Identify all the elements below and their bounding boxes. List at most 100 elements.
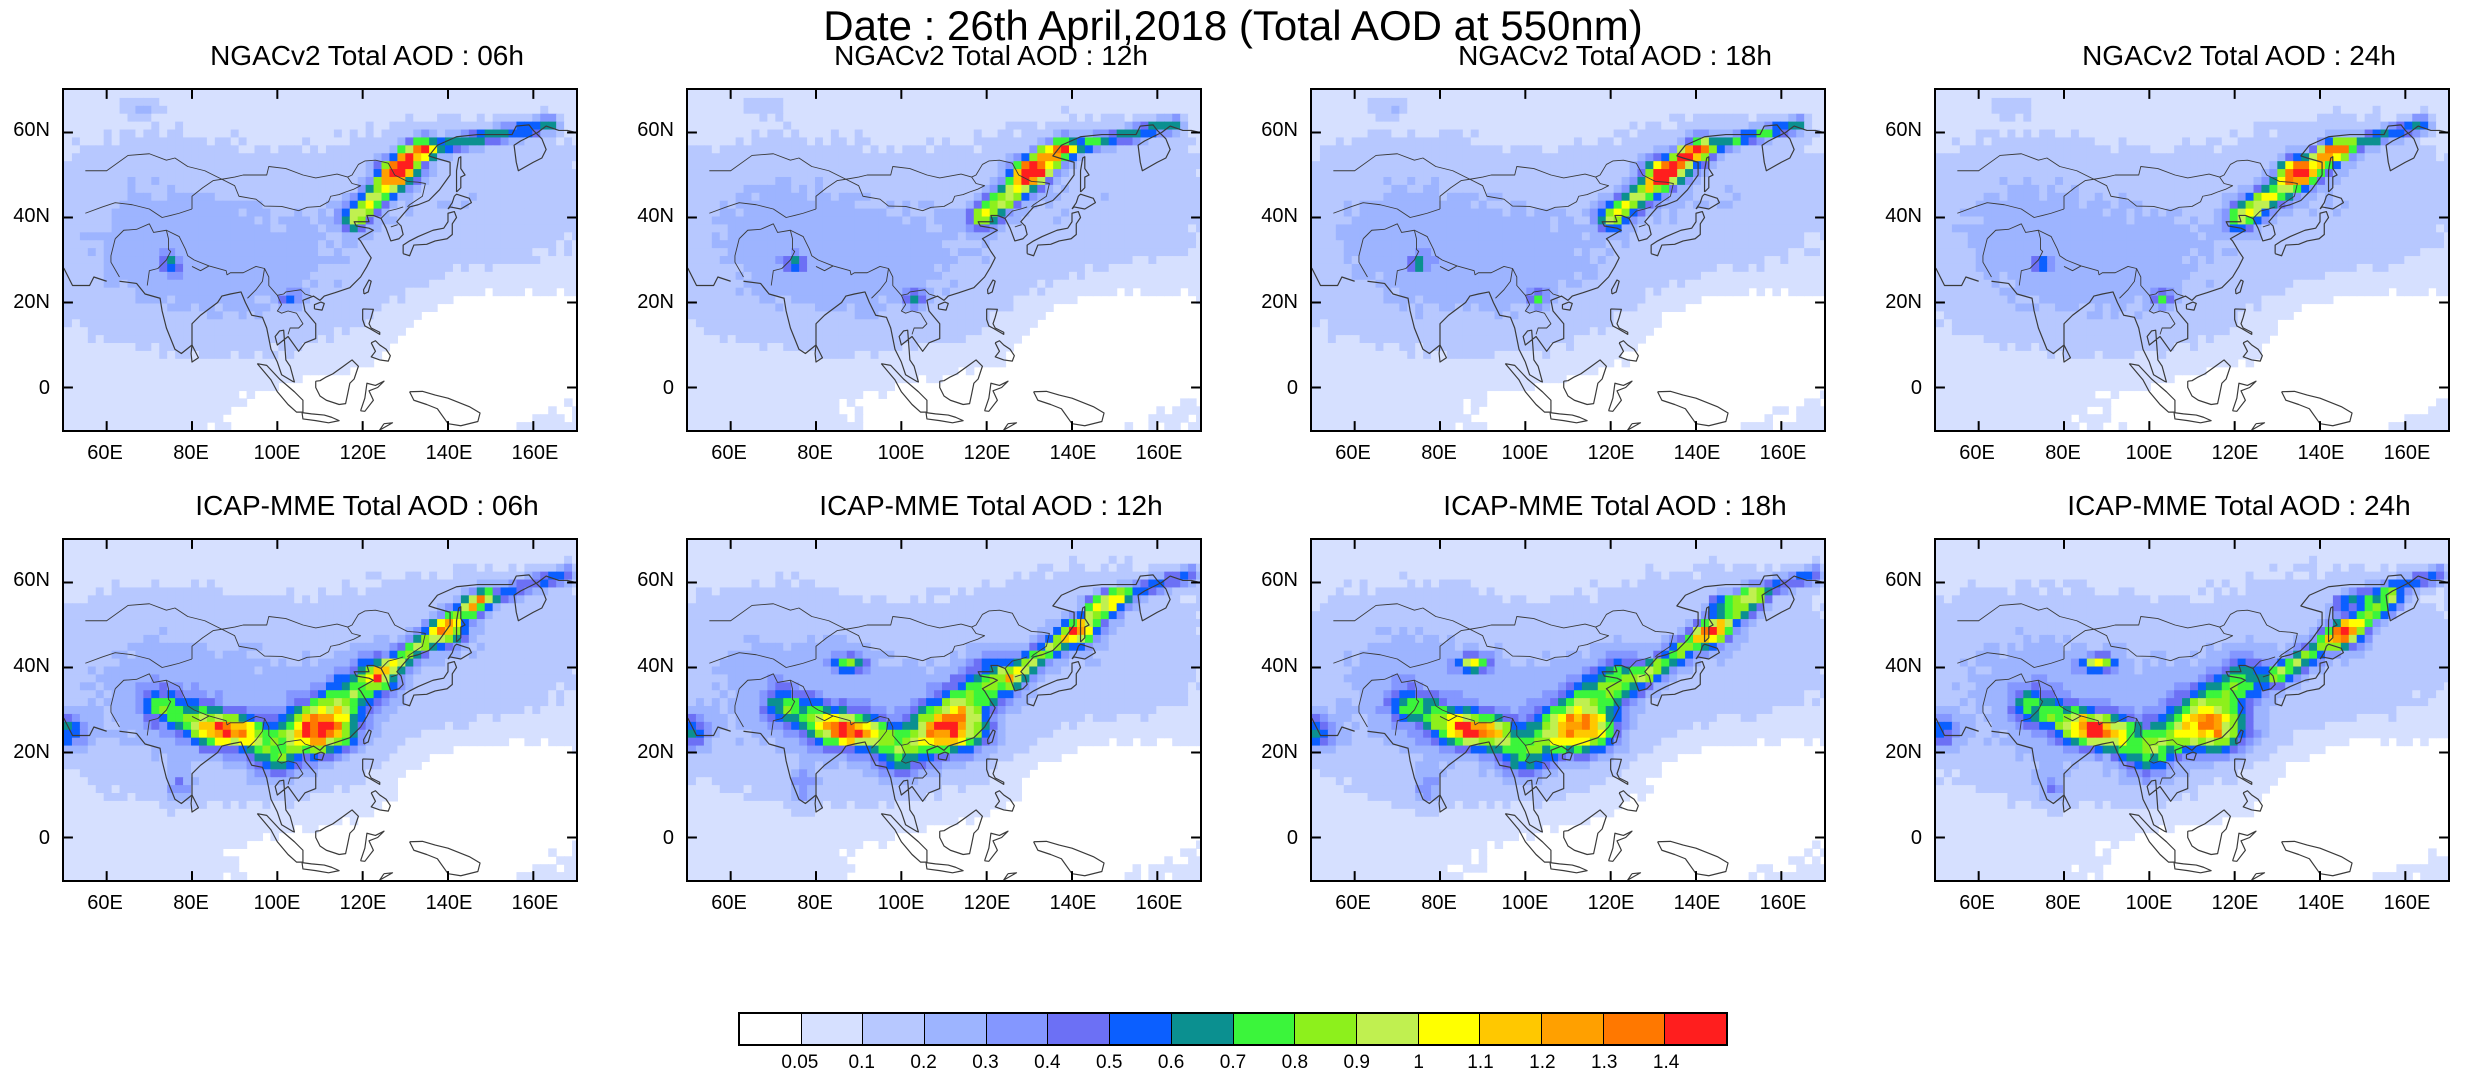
- aod-cell: [942, 217, 951, 226]
- aod-cell: [728, 264, 737, 273]
- aod-cell: [1109, 98, 1118, 107]
- aod-cell: [1133, 256, 1142, 265]
- aod-cell: [910, 280, 919, 289]
- aod-cell: [863, 209, 872, 218]
- aod-cell: [1368, 98, 1377, 107]
- aod-cell: [934, 343, 943, 352]
- aod-cell: [712, 201, 721, 209]
- aod-cell: [294, 280, 303, 289]
- aod-cell: [1164, 130, 1173, 139]
- aod-cell: [1077, 122, 1086, 130]
- aod-cell: [918, 240, 927, 249]
- aod-cell: [759, 390, 768, 399]
- aod-cell: [270, 137, 279, 146]
- aod-cell: [120, 240, 129, 249]
- aod-cell: [847, 319, 856, 328]
- aod-cell: [80, 351, 89, 360]
- aod-cell: [1006, 327, 1015, 336]
- aod-cell: [712, 296, 721, 305]
- aod-cell: [326, 256, 335, 265]
- aod-cell: [910, 272, 919, 281]
- aod-cell: [918, 130, 927, 139]
- aod-cell: [847, 390, 856, 399]
- aod-cell: [342, 303, 351, 312]
- aod-cell: [831, 414, 840, 423]
- aod-cell: [556, 177, 565, 186]
- aod-cell: [135, 264, 144, 273]
- aod-cell: [207, 406, 216, 415]
- aod-cell: [728, 193, 737, 202]
- aod-cell: [894, 193, 903, 202]
- aod-cell: [223, 153, 232, 162]
- aod-cell: [223, 359, 232, 368]
- aod-cell: [799, 406, 808, 415]
- aod-cell: [736, 185, 745, 194]
- aod-cell: [135, 240, 144, 249]
- aod-cell: [966, 264, 975, 273]
- aod-cell: [366, 130, 375, 139]
- aod-cell: [966, 193, 975, 202]
- aod-cell: [759, 122, 768, 130]
- aod-cell: [80, 137, 89, 146]
- aod-cell: [310, 224, 319, 233]
- aod-cell: [871, 98, 880, 107]
- aod-cell: [135, 311, 144, 320]
- aod-cell: [720, 375, 729, 384]
- aod-cell: [120, 303, 129, 312]
- aod-cell: [934, 217, 943, 226]
- aod-cell: [96, 367, 105, 376]
- aod-cell: [704, 248, 713, 256]
- aod-cell: [247, 153, 256, 162]
- aod-cell: [831, 311, 840, 320]
- aod-cell: [736, 177, 745, 186]
- aod-cell: [1140, 137, 1149, 146]
- aod-cell: [501, 256, 510, 265]
- aod-cell: [524, 169, 533, 178]
- aod-cell: [1077, 145, 1086, 153]
- aod-cell: [1029, 217, 1038, 226]
- aod-cell: [1101, 264, 1110, 273]
- aod-cell: [405, 130, 414, 139]
- aod-cell: [310, 232, 319, 241]
- aod-cell: [831, 240, 840, 249]
- aod-cell: [1630, 98, 1639, 107]
- aod-cell: [1148, 248, 1157, 256]
- aod-cell: [199, 185, 208, 194]
- aod-cell: [572, 264, 576, 273]
- aod-cell: [926, 217, 935, 226]
- aod-cell: [334, 343, 343, 352]
- aod-cell: [1188, 224, 1197, 233]
- aod-cell: [207, 114, 216, 123]
- aod-cell: [334, 98, 343, 107]
- aod-cell: [1757, 106, 1766, 115]
- aod-cell: [1006, 272, 1015, 281]
- aod-cell: [1399, 90, 1408, 99]
- aod-cell: [942, 248, 951, 256]
- aod-cell: [366, 114, 375, 123]
- aod-cell: [493, 288, 502, 297]
- aod-cell: [752, 383, 761, 392]
- aod-cell: [159, 343, 168, 352]
- aod-cell: [1788, 90, 1797, 99]
- aod-cell: [524, 217, 533, 226]
- aod-cell: [112, 98, 121, 107]
- aod-cell: [413, 272, 422, 281]
- aod-cell: [1093, 145, 1102, 153]
- aod-cell: [159, 106, 168, 115]
- aod-cell: [199, 280, 208, 289]
- aod-cell: [775, 90, 784, 99]
- aod-cell: [382, 169, 391, 178]
- aod-cell: [966, 106, 975, 115]
- aod-cell: [88, 264, 97, 273]
- aod-cell: [1045, 185, 1054, 194]
- aod-cell: [1352, 122, 1361, 130]
- aod-cell: [88, 335, 97, 344]
- aod-cell: [879, 383, 888, 392]
- aod-cell: [1391, 114, 1400, 123]
- aod-cell: [1312, 90, 1321, 99]
- aod-cell: [863, 114, 872, 123]
- aod-cell: [1487, 114, 1496, 123]
- aod-cell: [469, 122, 478, 130]
- aod-cell: [80, 264, 89, 273]
- aod-cell: [167, 359, 176, 368]
